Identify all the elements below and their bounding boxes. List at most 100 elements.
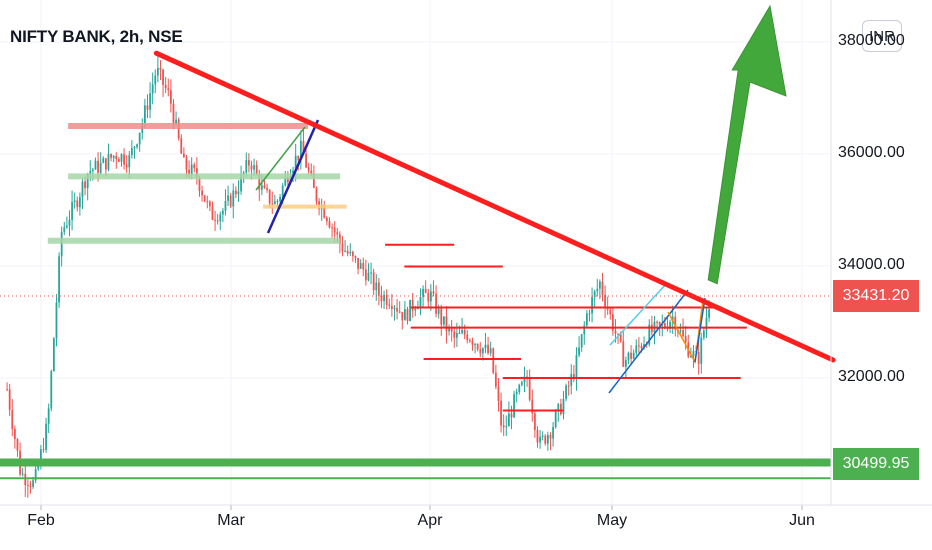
candle-body: [52, 338, 55, 372]
candle-body: [112, 155, 115, 158]
candle-body: [656, 321, 658, 323]
candle-body: [692, 351, 695, 357]
candle-body: [302, 140, 305, 154]
channel-line: [694, 297, 706, 363]
candle-body: [609, 309, 612, 315]
candle-body: [143, 105, 146, 123]
candle-body: [164, 84, 167, 89]
candle-body: [591, 297, 593, 314]
candle-body: [68, 219, 71, 226]
candle-body: [312, 174, 315, 188]
candle-body: [138, 132, 141, 145]
candle-body: [94, 160, 97, 170]
candle-body: [617, 333, 619, 335]
candle-body: [76, 200, 79, 208]
candle-body: [16, 439, 19, 451]
currency-button[interactable]: INR: [862, 20, 902, 52]
x-tick-label: May: [596, 512, 628, 529]
candle-body: [458, 333, 461, 335]
candle-body: [258, 174, 261, 190]
candle-body: [208, 201, 211, 207]
candle-body: [359, 263, 362, 269]
candle-body: [429, 291, 432, 302]
candle-body: [310, 170, 313, 175]
candle-body: [372, 272, 375, 291]
candle-body: [437, 308, 440, 314]
candle-body: [260, 185, 263, 190]
candle-body: [406, 309, 409, 321]
candle-body: [71, 201, 73, 220]
drawing-annotations: [0, 4, 836, 480]
candle-body: [250, 165, 253, 170]
candle-body: [91, 169, 94, 171]
candle-body: [575, 355, 578, 379]
candle-body: [497, 386, 500, 401]
candle-body: [133, 146, 136, 149]
candle-body: [255, 165, 258, 175]
candle-body: [466, 334, 469, 341]
candle-body: [505, 426, 508, 428]
candle-body: [263, 185, 266, 188]
candle-body: [294, 155, 297, 171]
candle-body: [349, 251, 352, 254]
candle-body: [130, 148, 133, 156]
candle-body: [305, 153, 307, 168]
candle-body: [351, 251, 354, 257]
candle-body: [328, 221, 331, 228]
candle-body: [273, 201, 276, 204]
candle-body: [357, 257, 359, 269]
candle-body: [224, 200, 227, 211]
candle-body: [81, 181, 84, 198]
candle-body: [219, 214, 222, 222]
candle-body: [281, 185, 284, 198]
candle-body: [364, 269, 367, 281]
candle-body: [513, 394, 515, 418]
candle-body: [84, 181, 86, 189]
candle-body: [198, 177, 201, 191]
candle-body: [172, 103, 175, 124]
candle-body: [346, 250, 349, 254]
candle-body: [427, 292, 430, 302]
candle-body: [232, 190, 235, 207]
candle-body: [253, 165, 255, 170]
candle-body: [73, 200, 76, 202]
candle-body: [385, 294, 388, 305]
candle-body: [60, 231, 63, 257]
candle-body: [86, 173, 89, 189]
candle-body: [370, 272, 372, 274]
candle-body: [663, 323, 666, 327]
candle-body: [151, 84, 154, 94]
candle-body: [682, 330, 684, 337]
candle-body: [234, 190, 237, 195]
candle-body: [117, 159, 120, 162]
candle-body: [201, 190, 203, 196]
x-tick-label: Feb: [27, 512, 55, 529]
candle-body: [515, 392, 518, 395]
candle-body: [546, 435, 549, 444]
candle-body: [65, 225, 68, 228]
candle-body: [45, 423, 47, 450]
candle-body: [479, 349, 482, 354]
candle-body: [585, 313, 588, 326]
y-tick-label: 34000.00: [838, 256, 905, 273]
candle-body: [182, 153, 185, 158]
candle-body: [481, 348, 484, 354]
candle-body: [567, 385, 570, 387]
x-tick-label: Jun: [789, 512, 815, 529]
candle-body: [190, 164, 193, 175]
candle-body: [29, 485, 32, 487]
candle-body: [700, 337, 703, 364]
candle-body: [593, 291, 596, 298]
candle-body: [315, 187, 318, 202]
candle-body: [167, 88, 170, 91]
candle-body: [565, 385, 567, 399]
candle-body: [461, 330, 463, 334]
candle-body: [344, 250, 346, 252]
candle-body: [331, 227, 333, 229]
candle-body: [307, 167, 310, 171]
candle-body: [34, 469, 37, 481]
candle-body: [50, 371, 53, 409]
candle-body: [635, 345, 638, 353]
candle-body: [622, 341, 625, 367]
